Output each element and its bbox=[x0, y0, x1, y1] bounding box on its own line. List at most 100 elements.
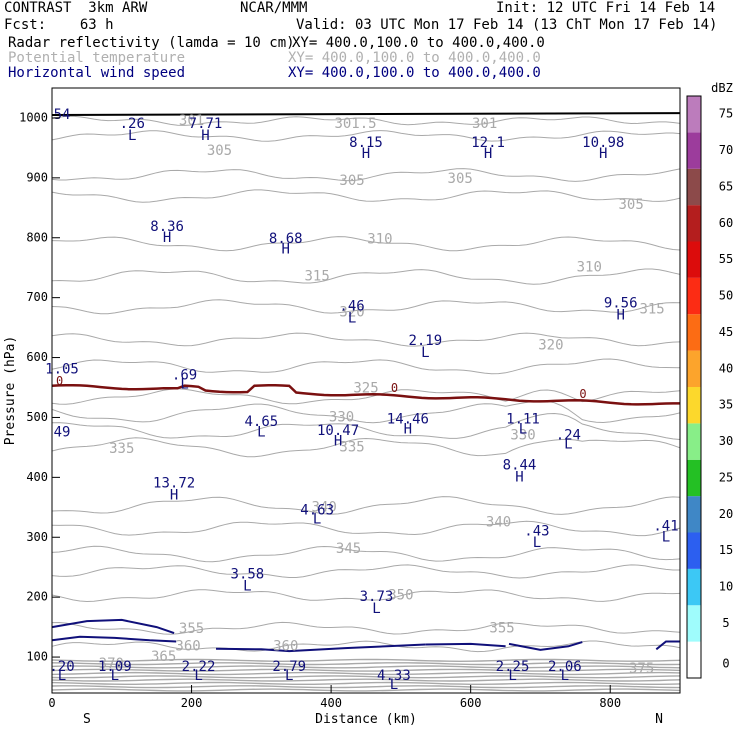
colorbar-unit-label: dBZ bbox=[711, 81, 733, 95]
extremum-annotation: H bbox=[163, 230, 171, 246]
colorbar-tick-label: 35 bbox=[719, 398, 733, 412]
extremum-annotation: 12.1 bbox=[471, 135, 505, 151]
extremum-annotation: 2.25 bbox=[496, 659, 530, 675]
colorbar-swatch bbox=[687, 132, 701, 169]
theta-band-line bbox=[51, 671, 681, 676]
colorbar-swatch bbox=[687, 532, 701, 569]
theta-contour-line bbox=[51, 115, 681, 126]
extremum-annotation: 10.98 bbox=[582, 135, 624, 151]
center-title: NCAR/MMM bbox=[240, 0, 308, 16]
colorbar-swatch bbox=[687, 277, 701, 315]
extremum-annotation: 49 bbox=[54, 424, 71, 440]
valid-time: Valid: 03 UTC Mon 17 Feb 14 (13 ChT Mon … bbox=[296, 17, 718, 33]
colorbar-swatch bbox=[687, 168, 701, 206]
theta-contour-label: 310 bbox=[577, 260, 602, 276]
theta-contour-label: 330 bbox=[329, 409, 354, 425]
wind-speed-contour bbox=[508, 641, 583, 651]
extremum-annotation: 9.56 bbox=[604, 296, 638, 312]
extremum-annotation: H bbox=[599, 146, 607, 162]
theta-contour-label: 360 bbox=[273, 638, 298, 654]
theta-contour-line bbox=[51, 189, 681, 203]
field-wind-xy: XY= 400.0,100.0 to 400.0,400.0 bbox=[288, 65, 541, 81]
extremum-annotation: 2.19 bbox=[408, 333, 442, 349]
colorbar-swatch bbox=[687, 205, 701, 242]
colorbar-swatch bbox=[687, 387, 701, 424]
extremum-annotation: 1.05 bbox=[45, 362, 79, 378]
extremum-annotation: H bbox=[515, 469, 523, 485]
colorbar-tick-label: 50 bbox=[719, 289, 733, 303]
x-tick-label: 600 bbox=[460, 696, 482, 710]
extremum-annotation: 8.68 bbox=[269, 231, 303, 247]
theta-contour-label: 305 bbox=[339, 173, 364, 189]
y-tick-label: 900 bbox=[26, 170, 48, 184]
wind-speed-contour bbox=[51, 618, 175, 635]
theta-contour-line bbox=[51, 332, 681, 347]
theta-contour-label: 330 bbox=[510, 427, 535, 443]
wind-speed-contour bbox=[655, 640, 680, 651]
theta-band-line bbox=[51, 681, 681, 685]
theta-band-line bbox=[51, 678, 681, 682]
wind-speed-contour bbox=[215, 643, 426, 653]
extremum-annotation: 8.44 bbox=[503, 457, 537, 473]
field-wind-name: Horizontal wind speed bbox=[8, 65, 186, 81]
theta-contour-label: 301 bbox=[472, 116, 497, 132]
extremum-annotation: .46 bbox=[339, 299, 364, 315]
extremum-annotation: H bbox=[362, 146, 370, 162]
extremum-annotation: .20 bbox=[49, 659, 74, 675]
y-tick-label: 400 bbox=[26, 470, 48, 484]
colorbar-tick-label: 45 bbox=[719, 325, 733, 339]
theta-contour-label: 335 bbox=[339, 439, 364, 455]
extremum-annotation: 4.33 bbox=[377, 668, 411, 684]
theta-contour-label: 335 bbox=[109, 441, 134, 457]
theta-contours bbox=[51, 115, 681, 692]
y-tick-label: 500 bbox=[26, 410, 48, 424]
theta-contour-label: 301.5 bbox=[334, 116, 376, 132]
wind-contour-label: 0 bbox=[391, 381, 398, 395]
theta-contour-line bbox=[51, 496, 681, 515]
y-tick-label: 200 bbox=[26, 590, 48, 604]
x-tick-label: 0 bbox=[48, 696, 55, 710]
y-axis-label: Pressure (hPa) bbox=[3, 336, 18, 446]
axes: 0 200 400 600 800 100 200 300 400 500 600 700 800 900… bbox=[3, 87, 681, 727]
extremum-annotation: L bbox=[561, 668, 569, 684]
extremum-annotation: 2.06 bbox=[548, 659, 582, 675]
colorbar-tick-label: 15 bbox=[719, 543, 733, 557]
colorbar-tick-label: 10 bbox=[719, 580, 733, 594]
south-label: S bbox=[83, 712, 91, 727]
y-tick-label: 700 bbox=[26, 290, 48, 304]
extremum-annotation: 7.71 bbox=[189, 116, 223, 132]
extremum-annotation: 1.11 bbox=[506, 411, 540, 427]
extremum-annotation: L bbox=[390, 677, 398, 693]
theta-contour-label: 310 bbox=[367, 232, 392, 248]
theta-contour-line bbox=[51, 388, 681, 405]
extremum-annotation: 3.58 bbox=[231, 566, 265, 582]
colorbar-swatch bbox=[687, 459, 701, 497]
ground-surface-line bbox=[51, 112, 681, 116]
extremum-annotation: 10.47 bbox=[317, 423, 359, 439]
theta-contour-line bbox=[51, 437, 681, 458]
theta-contour-label: 315 bbox=[639, 302, 664, 318]
extremum-annotation: 2.79 bbox=[272, 659, 306, 675]
x-tick-label: 400 bbox=[320, 696, 342, 710]
theta-contour-label: 305 bbox=[448, 171, 473, 187]
theta-contour-label: 370 bbox=[99, 656, 124, 672]
extremum-annotation: L bbox=[180, 377, 188, 393]
theta-contour-label: 325 bbox=[353, 381, 378, 397]
wind-contours bbox=[51, 112, 681, 653]
extremum-annotation: .26 bbox=[120, 116, 145, 132]
colorbar-swatch bbox=[687, 350, 701, 387]
extremum-annotation: L bbox=[194, 668, 202, 684]
x-tick-label: 800 bbox=[599, 696, 621, 710]
theta-contour-label: 315 bbox=[305, 269, 330, 285]
theta-band-line bbox=[51, 668, 681, 672]
extremum-annotation: H bbox=[201, 128, 209, 144]
theta-band-line bbox=[51, 665, 681, 669]
theta-band-line bbox=[51, 658, 681, 663]
field-reflectivity-xy: XY= 400.0,100.0 to 400.0,400.0 bbox=[292, 35, 545, 51]
extremum-annotation: H bbox=[282, 242, 290, 258]
field-theta-name: Potential temperature bbox=[8, 50, 186, 66]
colorbar-tick-label: 75 bbox=[719, 107, 733, 121]
